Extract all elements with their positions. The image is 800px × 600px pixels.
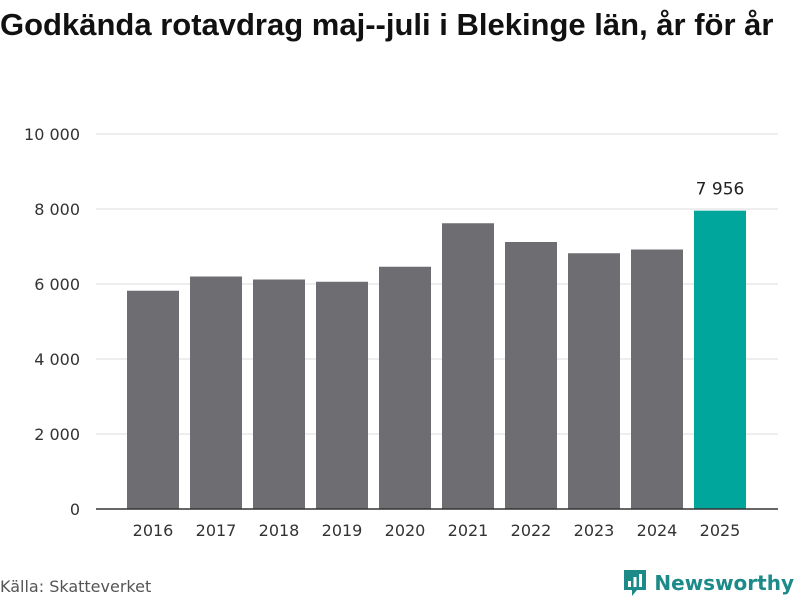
x-tick-label: 2023 bbox=[574, 521, 615, 540]
y-tick-label: 8 000 bbox=[34, 200, 80, 219]
bar-2019 bbox=[316, 281, 368, 509]
bar-2023 bbox=[568, 253, 620, 509]
bars bbox=[127, 210, 746, 509]
brand-name: Newsworthy bbox=[654, 571, 794, 595]
x-tick-label: 2024 bbox=[637, 521, 678, 540]
x-tick-label: 2022 bbox=[511, 521, 552, 540]
y-tick-label: 6 000 bbox=[34, 275, 80, 294]
bar-2018 bbox=[253, 279, 305, 509]
y-tick-label: 0 bbox=[70, 500, 80, 519]
bar-2017 bbox=[190, 276, 242, 509]
y-tick-label: 4 000 bbox=[34, 350, 80, 369]
x-tick-label: 2017 bbox=[196, 521, 237, 540]
brand-logo: Newsworthy bbox=[622, 568, 794, 598]
bar-2020 bbox=[379, 266, 431, 509]
x-tick-label: 2025 bbox=[700, 521, 741, 540]
y-tick-label: 10 000 bbox=[24, 125, 80, 144]
source-note: Källa: Skatteverket bbox=[0, 577, 152, 596]
y-tick-label: 2 000 bbox=[34, 425, 80, 444]
x-tick-label: 2020 bbox=[385, 521, 426, 540]
x-tick-label: 2019 bbox=[322, 521, 363, 540]
data-label: 7 956 bbox=[696, 180, 745, 200]
x-tick-label: 2016 bbox=[133, 521, 174, 540]
bar-2025 bbox=[694, 210, 746, 509]
x-tick-label: 2018 bbox=[259, 521, 300, 540]
bar-2021 bbox=[442, 223, 494, 509]
x-tick-label: 2021 bbox=[448, 521, 489, 540]
newsworthy-logo-icon bbox=[624, 570, 647, 596]
labels: 0 2 000 4 000 6 000 8 000 10 000 2016 2017 2018 2… bbox=[24, 125, 778, 540]
bar-2016 bbox=[127, 290, 179, 509]
bar-2024 bbox=[631, 249, 683, 509]
chart-title: Godkända rotavdrag maj--juli i Blekinge … bbox=[0, 7, 774, 42]
bar-2022 bbox=[505, 242, 557, 509]
